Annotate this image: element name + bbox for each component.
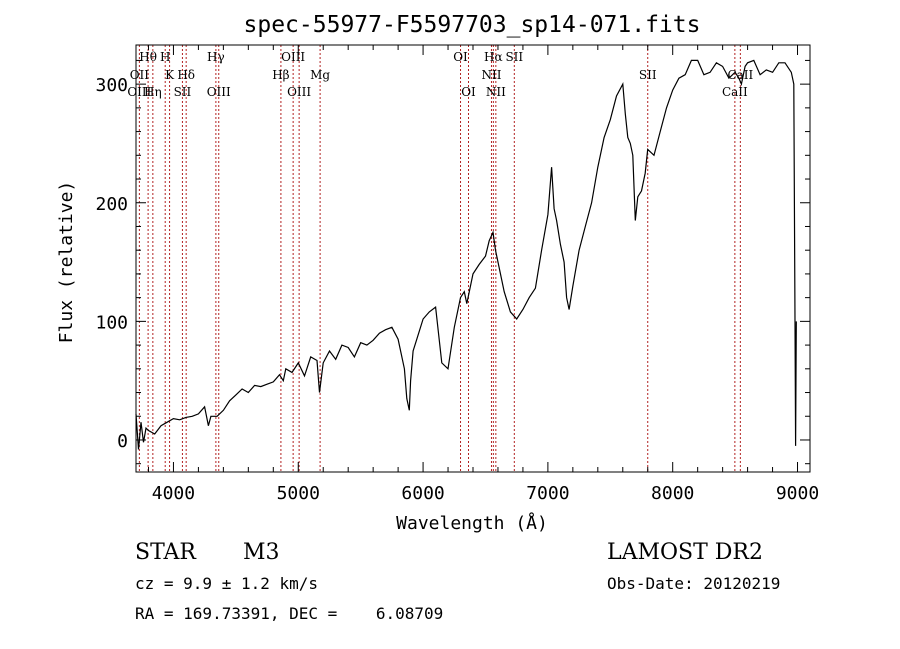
line-marker-label: OIII (281, 50, 305, 64)
y-tick-label: 100 (95, 312, 128, 333)
line-marker-label: SII (505, 50, 523, 64)
line-marker-label: OII (130, 68, 150, 82)
line-marker-label: OIII (127, 85, 151, 99)
y-axis-label: Flux (relative) (56, 181, 77, 344)
line-marker-label: NII (481, 68, 501, 82)
line-marker-label: Hδ (177, 68, 195, 82)
plot-frame (135, 44, 811, 473)
redshift-text: cz = 9.9 ± 1.2 km/s (135, 574, 319, 593)
survey-name: LAMOST DR2 (607, 540, 763, 565)
y-axis: 0 100 200 300 (95, 59, 810, 465)
x-tick-label: 9000 (776, 483, 819, 504)
x-tick-label: 4000 (152, 483, 195, 504)
line-marker-label: OIII (287, 85, 311, 99)
y-tick-label: 200 (95, 194, 128, 215)
line-marker-label: Hα (484, 50, 503, 64)
x-axis: 4000 5000 6000 7000 8000 9000 (147, 45, 819, 504)
coordinates-text: RA = 169.73391, DEC = 6.08709 (135, 604, 444, 623)
line-marker-label: CaII (727, 68, 753, 82)
line-marker-label: CaII (722, 85, 748, 99)
line-marker-label: H (160, 50, 170, 64)
line-marker-label: SII (174, 85, 192, 99)
line-marker-label: K (165, 68, 175, 82)
spectrum-line (135, 59, 797, 450)
line-marker-label: OI (453, 50, 468, 64)
x-tick-label: 8000 (651, 483, 694, 504)
observation-date: Obs-Date: 20120219 (607, 574, 781, 593)
y-tick-label: 300 (95, 75, 128, 96)
x-tick-label: 5000 (277, 483, 320, 504)
line-marker-label: Hθ (139, 50, 157, 64)
line-marker-label: Hγ (207, 50, 225, 64)
line-marker-label: Mg (310, 68, 330, 82)
object-subclass: M3 (243, 540, 280, 565)
line-marker-label: OI (461, 85, 476, 99)
line-marker-label: NII (486, 85, 506, 99)
line-marker-label: Hη (144, 85, 162, 99)
object-type: STAR (135, 540, 196, 565)
line-marker-label: SII (639, 68, 657, 82)
x-tick-label: 6000 (401, 483, 444, 504)
line-marker-label: OIII (207, 85, 231, 99)
y-tick-label: 0 (117, 431, 128, 452)
line-markers (138, 45, 741, 472)
chart-title: spec-55977-F5597703_sp14-071.fits (244, 12, 701, 38)
x-tick-label: 7000 (526, 483, 569, 504)
x-axis-label: Wavelength (Å) (396, 512, 548, 534)
line-marker-label: Hβ (272, 68, 289, 82)
